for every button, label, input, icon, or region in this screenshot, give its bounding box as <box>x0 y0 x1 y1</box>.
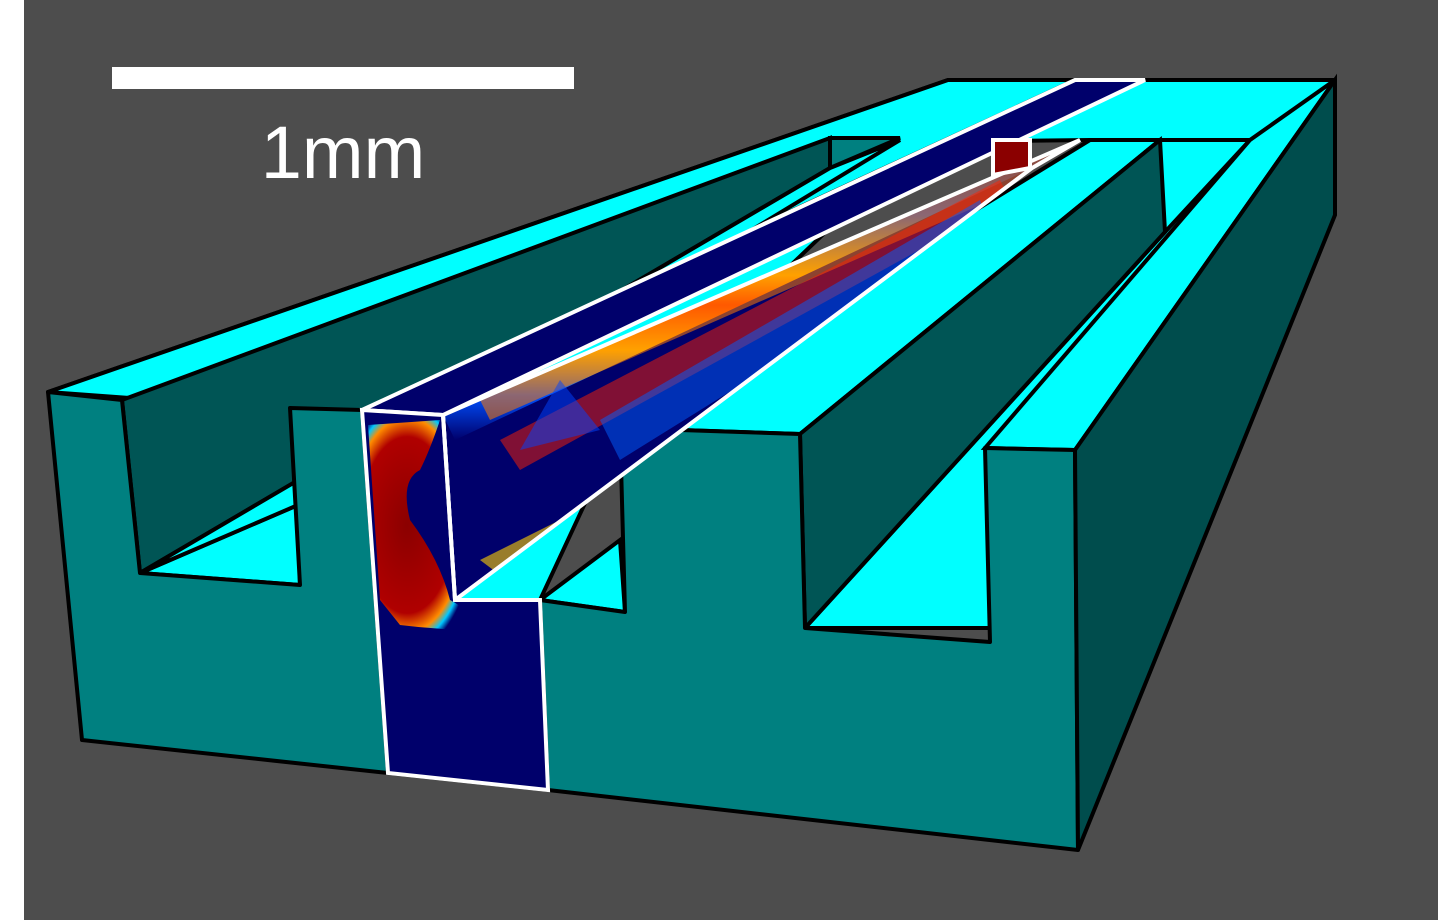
block-side-face <box>1072 73 1337 851</box>
simulation-cross-section <box>359 407 551 793</box>
scale-bar-label: 1mm <box>261 111 425 194</box>
scale-bar: 1mm <box>112 67 574 194</box>
scale-bar-line <box>112 67 574 89</box>
simulation-far-end <box>991 138 1032 178</box>
